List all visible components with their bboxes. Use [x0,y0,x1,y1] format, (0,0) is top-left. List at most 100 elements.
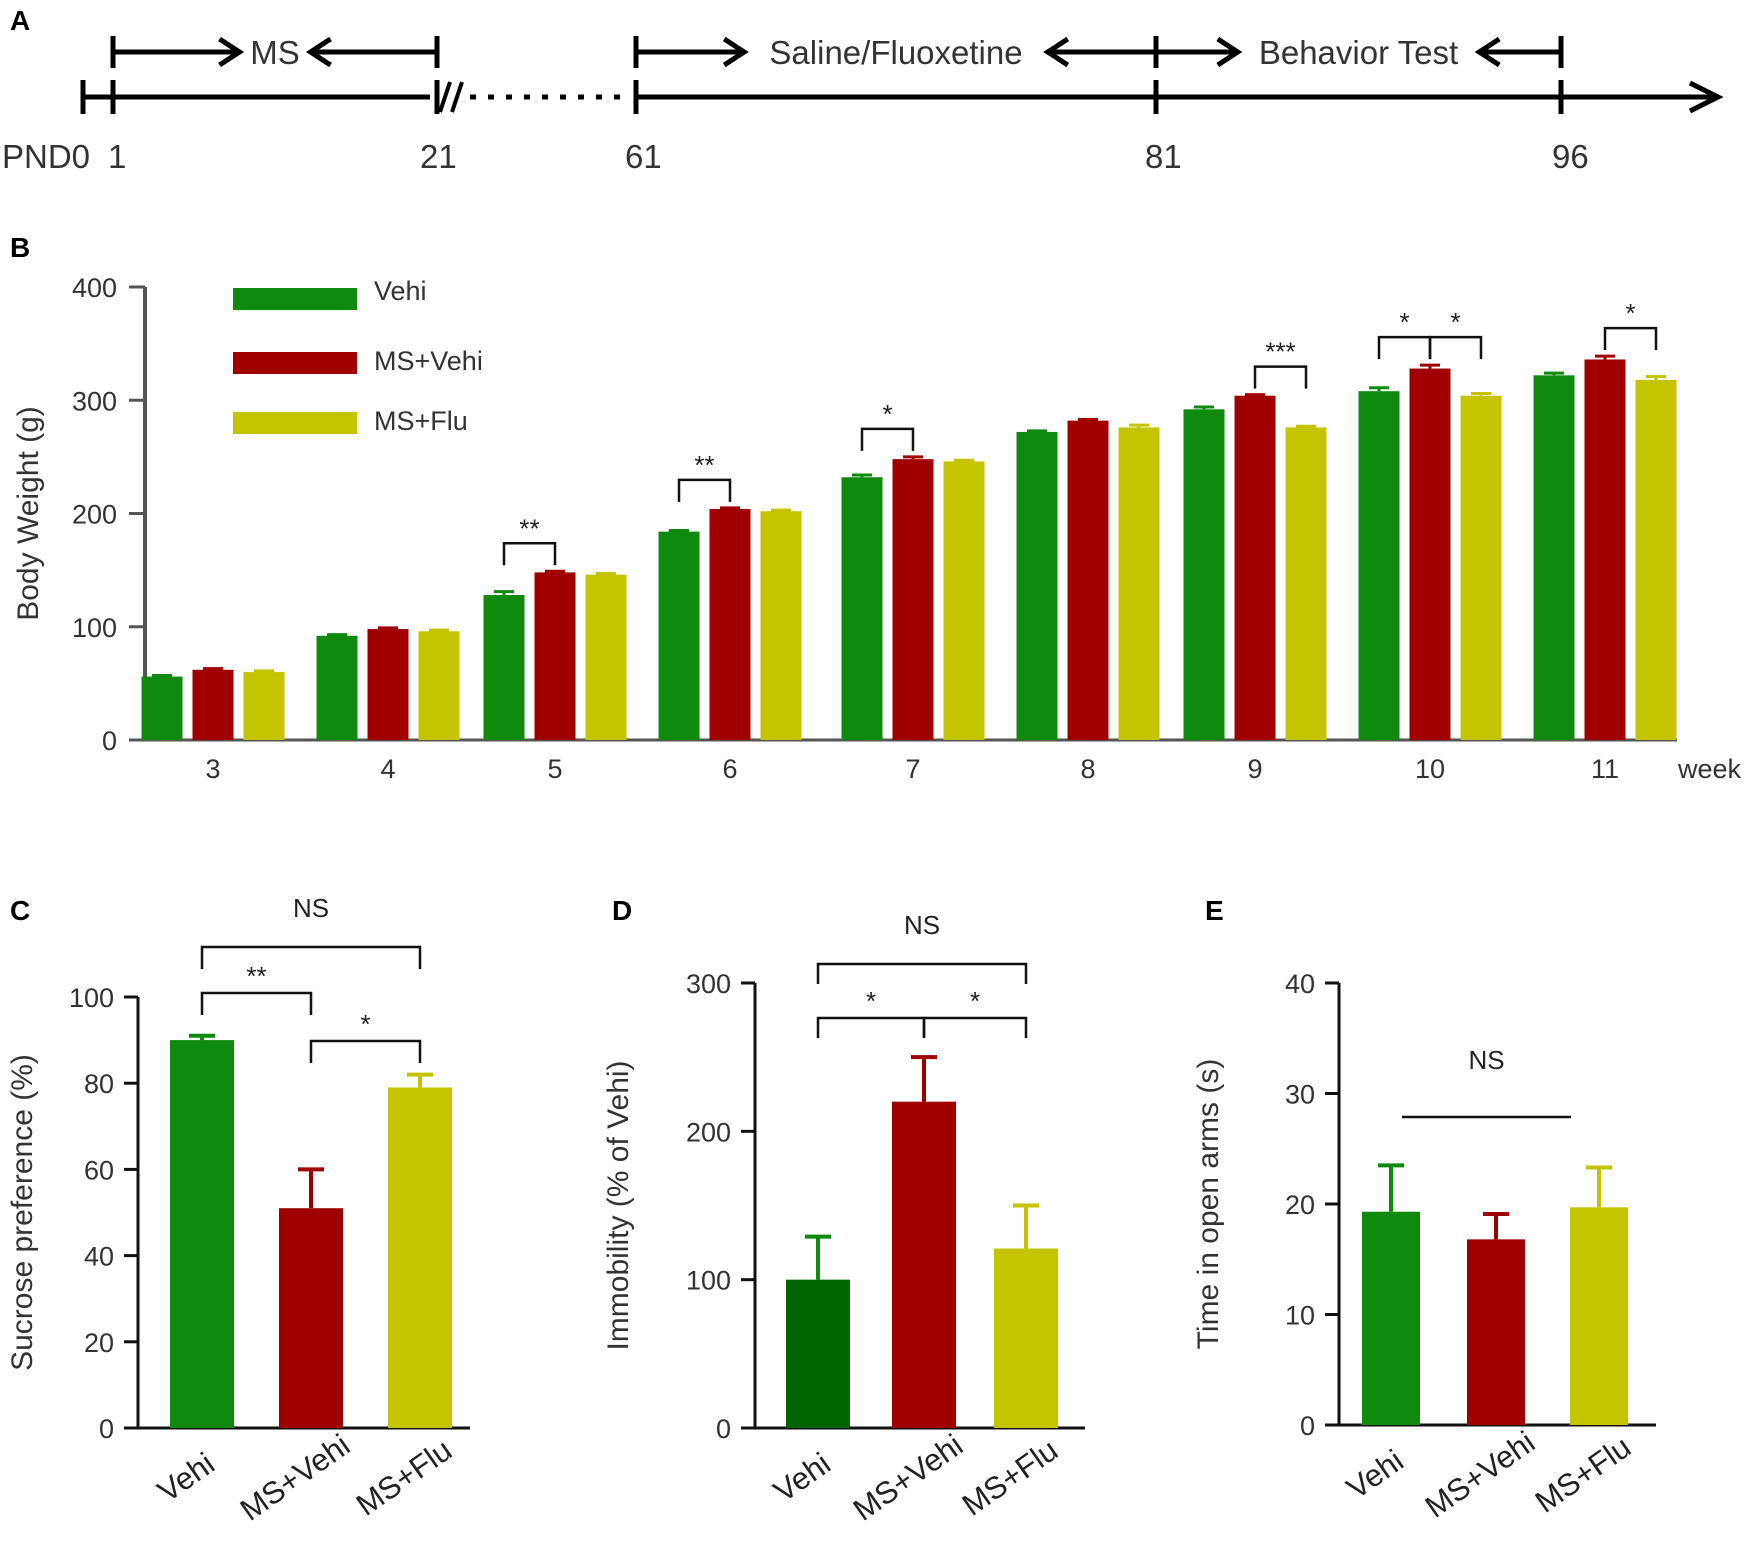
x-tick-label: 3 [205,754,220,784]
bar [170,1040,234,1428]
bar [1067,420,1109,740]
bar [658,531,700,740]
significance-label: * [866,986,876,1016]
period-label: Behavior Test [1259,34,1458,71]
period-arrowhead-left [1043,36,1070,68]
panel-letter-c: C [10,895,30,926]
significance-bracket [200,945,422,969]
significance-bracket [200,991,313,1015]
significance-label: NS [293,893,329,923]
y-axis-title: Sucrose preference (%) [6,1054,39,1371]
bar [1460,395,1502,740]
significance-label: NS [1468,1045,1504,1075]
bar [892,1101,956,1428]
bar [418,631,460,740]
y-tick-label: 100 [69,983,114,1013]
bar [1635,379,1677,740]
x-tick-label: 8 [1080,754,1095,784]
x-tick-label: MS+Flu [350,1432,458,1522]
period-arrowhead-right [722,36,749,68]
y-tick-label: 10 [1285,1301,1315,1331]
bar [892,459,934,740]
bar [192,669,234,740]
bar [367,629,409,740]
y-tick-label: 20 [84,1328,114,1358]
x-tick-label: MS+Vehi [1419,1424,1541,1524]
y-tick-label: 0 [102,726,117,756]
y-tick-label: 30 [1285,1080,1315,1110]
chart-open-arms: 0 10 20 30 40 Time in open arms (s) Vehi MS+Veh… [1192,969,1656,1525]
y-tick-label: 200 [686,1117,731,1147]
y-tick-label: 20 [1285,1190,1315,1220]
bar [1362,1211,1420,1425]
significance-label: * [970,986,980,1016]
bar [1016,431,1058,740]
timeline: PND0 1 21 61 81 96 MS Saline/Fluoxetine Behavio… [2,34,1724,175]
y-tick-label: 0 [1300,1411,1315,1441]
significance-bracket [1603,326,1658,351]
bar [585,574,627,740]
y-tick-label: 100 [72,613,117,643]
timeline-tick-label: 96 [1552,138,1589,175]
significance-bracket [816,962,1028,984]
x-tick-label: Vehi [767,1446,837,1509]
period-arrowhead-right [1216,36,1243,68]
x-axis-title: week [1677,754,1742,784]
significance-bracket [1377,335,1432,360]
x-tick-label: Vehi [1340,1443,1410,1506]
y-tick-label: 300 [72,386,117,416]
bar [141,676,183,740]
legend-label: MS+Vehi [374,346,483,376]
bar [1570,1207,1628,1425]
significance-label: ** [246,961,266,991]
timeline-tick-label: 81 [1145,138,1182,175]
significance-label: ** [694,450,714,480]
bar [1409,368,1451,740]
bar [388,1087,452,1428]
significance-bracket [309,1039,422,1063]
x-tick-label: 6 [722,754,737,784]
y-tick-label: 100 [686,1266,731,1296]
chart-immobility: 0 100 200 300 Immobility (% of Vehi) Vehi MS+V… [602,910,1085,1528]
significance-bracket [860,427,915,451]
legend-label: MS+Flu [374,406,468,436]
bar [841,477,883,740]
bar [786,1279,850,1428]
y-tick-label: 40 [84,1242,114,1272]
significance-label: ** [519,513,539,543]
significance-bracket [1253,365,1308,389]
y-tick-label: 300 [686,969,731,999]
bar [1358,391,1400,740]
significance-label: NS [904,910,940,940]
significance-bracket [677,478,732,502]
bar [483,595,525,740]
x-tick-label: 10 [1415,754,1445,784]
bar [279,1208,343,1428]
bar [1118,427,1160,740]
bar [316,635,358,740]
y-axis-title: Time in open arms (s) [1192,1059,1225,1350]
period-arrowhead-left [1474,36,1501,68]
panel-letter-a: A [10,5,30,36]
x-tick-label: Vehi [151,1446,221,1509]
timeline-tick-label: 1 [108,138,126,175]
legend-swatch [233,352,357,374]
significance-bracket [922,1016,1028,1038]
significance-label: * [1450,307,1460,337]
x-tick-label: 5 [547,754,562,784]
bar [534,572,576,740]
bar [760,511,802,740]
panel-letter-d: D [612,895,632,926]
y-tick-label: 0 [716,1414,731,1444]
bar [1584,359,1626,740]
x-tick-label: MS+Vehi [234,1427,356,1527]
x-tick-label: MS+Flu [1529,1429,1637,1519]
significance-bracket [816,1016,926,1038]
significance-label: *** [1265,337,1295,367]
legend-label: Vehi [374,276,427,306]
bar [243,672,285,740]
y-tick-label: 0 [99,1414,114,1444]
timeline-tick-label: PND0 [2,138,90,175]
x-tick-label: MS+Vehi [847,1427,969,1527]
